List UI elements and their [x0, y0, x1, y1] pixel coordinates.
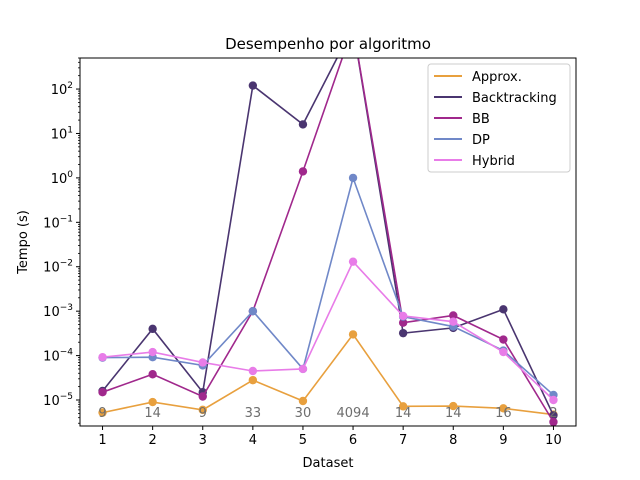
x-axis: 1 2 3 4 5 6 7 8 9 10: [98, 426, 562, 448]
chart-title: Desempenho por algoritmo: [225, 35, 431, 53]
annotation-label: 14: [144, 406, 161, 421]
legend-label: Backtracking: [472, 91, 557, 106]
plot-frame: [79, 57, 577, 427]
data-point: [148, 397, 157, 407]
data-point: [298, 167, 308, 176]
series-line: [102, 175, 554, 396]
annotation-label: 2: [549, 406, 557, 421]
x-tick-label: 6: [349, 433, 357, 448]
series-line: [102, 58, 555, 423]
annotation-label: 33: [245, 406, 262, 421]
data-point: [198, 392, 207, 401]
series-hybrid: [98, 257, 558, 405]
x-tick-label: 8: [449, 433, 457, 448]
series-dp: [98, 173, 558, 400]
y-tick-label: 100: [51, 170, 74, 187]
y-tick-label: 10−5: [43, 392, 73, 409]
x-tick-label: 5: [299, 433, 307, 448]
data-point: [499, 305, 508, 314]
legend-item: Approx.: [434, 70, 522, 85]
y-axis: 10−5 10−4 10−3 10−2 10−1 100 101 102: [43, 57, 80, 424]
data-point: [248, 366, 258, 376]
data-point: [549, 395, 558, 405]
data-point: [198, 358, 207, 367]
annotation-label: 9: [98, 406, 106, 421]
data-point: [98, 352, 107, 362]
data-point: [499, 404, 508, 413]
data-point: [549, 417, 558, 426]
data-point: [349, 23, 357, 31]
x-tick-label: 7: [399, 433, 407, 448]
annotation-label: 4094: [337, 406, 370, 421]
y-axis-label: Tempo (s): [16, 210, 31, 275]
legend-item: Hybrid: [434, 154, 515, 169]
data-point: [248, 306, 258, 316]
legend-box: [427, 63, 571, 173]
data-point: [98, 408, 107, 417]
data-point: [298, 120, 308, 129]
series-line: [102, 333, 554, 416]
data-point: [198, 405, 207, 415]
data-point: [449, 311, 458, 320]
data-point: [148, 347, 157, 357]
legend-item: Backtracking: [434, 91, 557, 106]
y-tick-label: 10−3: [43, 303, 73, 320]
data-point: [449, 401, 458, 411]
data-point: [398, 318, 408, 327]
y-tick-label: 10−2: [43, 259, 73, 276]
x-tick-label: 4: [249, 433, 257, 448]
annotation-label: 14: [445, 406, 462, 421]
data-point: [98, 387, 107, 397]
x-tick-label: 2: [149, 433, 157, 448]
annotation-label: 16: [495, 406, 512, 421]
data-point: [499, 335, 508, 344]
x-tick-label: 3: [199, 433, 207, 448]
data-point: [298, 396, 308, 406]
legend-item: DP: [434, 133, 490, 148]
data-point: [348, 173, 358, 183]
x-tick-label: 9: [499, 433, 507, 448]
y-tick-label: 10−1: [43, 214, 73, 231]
x-tick-label: 1: [98, 433, 106, 448]
y-tick-label: 10−4: [43, 348, 73, 365]
data-point: [148, 324, 157, 334]
x-tick-label: 10: [545, 433, 562, 448]
legend: Approx. Backtracking BB DP Hybrid: [427, 63, 571, 173]
data-point: [298, 364, 308, 374]
y-tick-label: 102: [51, 81, 73, 98]
annotation-label: 30: [295, 406, 312, 421]
annotation-label: 9: [199, 406, 207, 421]
data-point: [348, 257, 358, 266]
series-line: [102, 260, 555, 401]
data-point: [398, 328, 408, 338]
data-point: [248, 375, 258, 385]
legend-label: Hybrid: [472, 154, 515, 169]
legend-label: BB: [472, 112, 490, 127]
legend-label: Approx.: [472, 70, 522, 85]
legend-label: DP: [472, 133, 490, 148]
data-point: [499, 347, 508, 357]
x-axis-label: Dataset: [303, 456, 354, 471]
data-point: [248, 81, 258, 90]
data-point: [148, 370, 157, 379]
data-point: [348, 330, 358, 339]
data-point: [449, 317, 458, 326]
y-tick-label: 101: [51, 125, 73, 142]
data-point: [398, 402, 408, 411]
data-point: [398, 311, 408, 321]
legend-item: BB: [434, 112, 490, 127]
annotation-label: 14: [395, 406, 412, 421]
data-point: [349, 23, 357, 31]
